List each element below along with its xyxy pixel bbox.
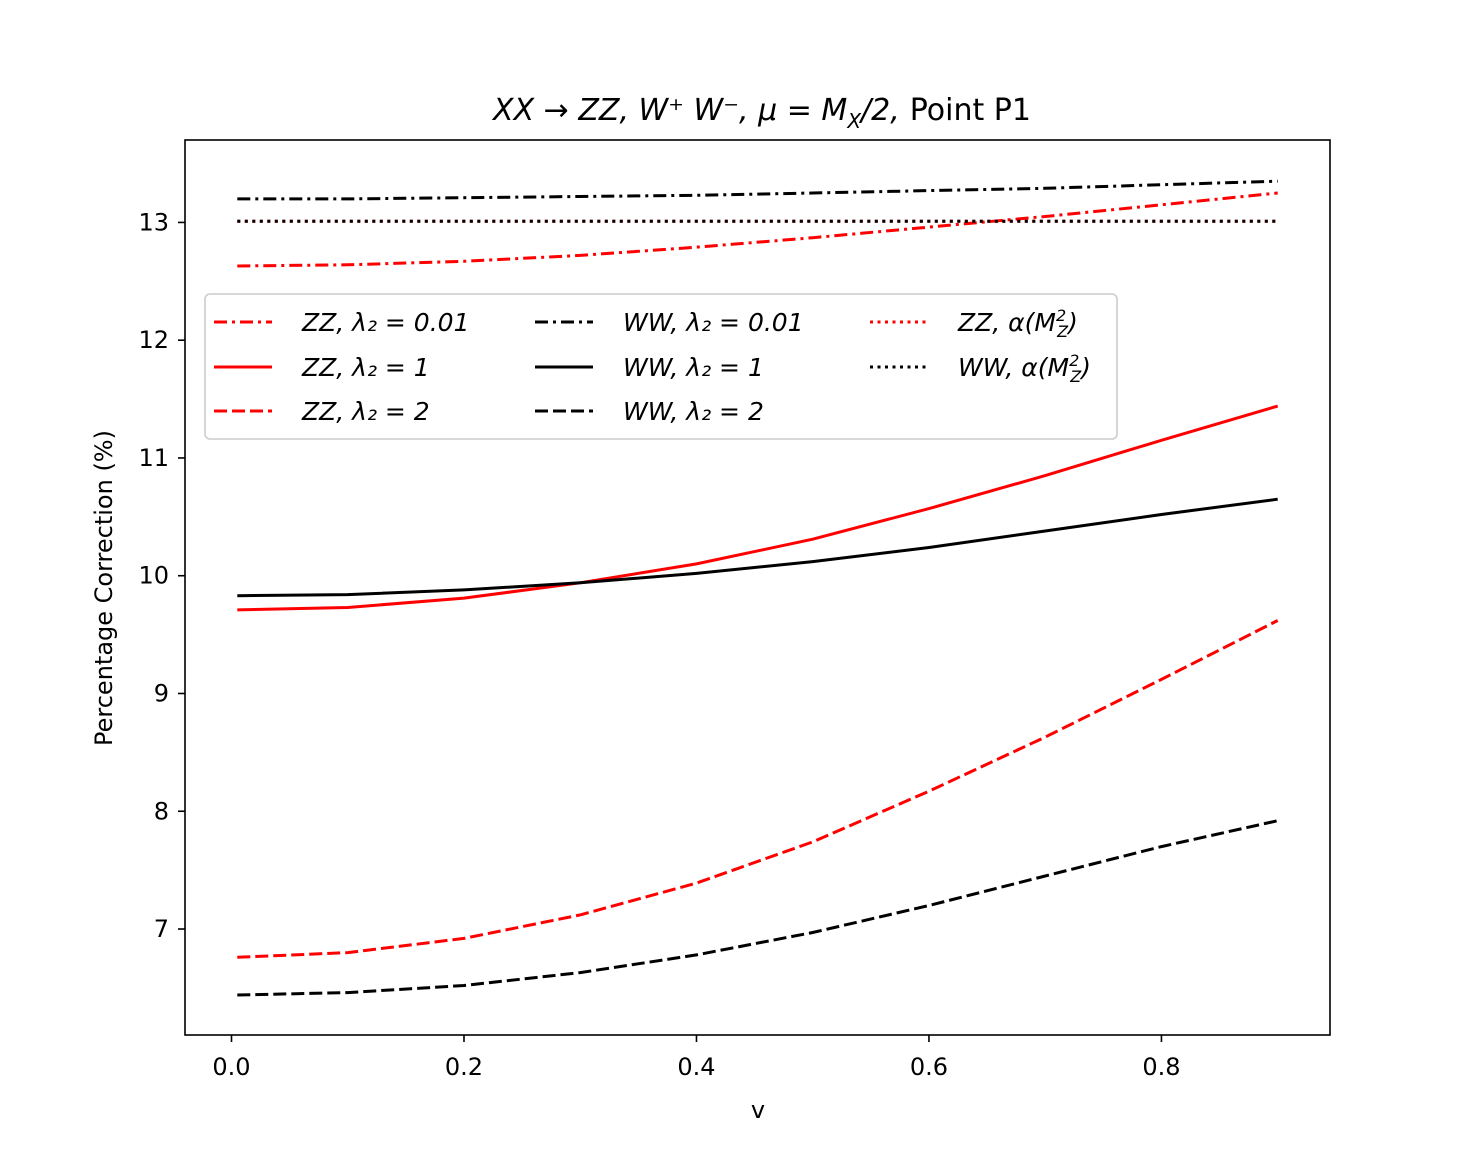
series-line-ww-l1 bbox=[237, 497, 1278, 598]
y-tick-label: 12 bbox=[138, 326, 169, 354]
series-line-zz-l001 bbox=[237, 191, 1278, 268]
series-group bbox=[237, 179, 1279, 997]
series-line-ww-l001 bbox=[237, 179, 1278, 201]
y-tick-label: 11 bbox=[138, 444, 169, 472]
legend-label-ww-l2: WW, λ₂ = 2 bbox=[623, 397, 764, 426]
x-tick-label: 0.4 bbox=[677, 1053, 715, 1081]
x-tick-label: 0.8 bbox=[1142, 1053, 1180, 1081]
legend-label-ww-l001: WW, λ₂ = 0.01 bbox=[623, 308, 804, 337]
legend: ZZ, λ₂ = 0.01 WW, λ₂ = 0.01 ZZ, α(M2 Z) ZZ, … bbox=[204, 293, 1118, 440]
legend-label-zz-l2: ZZ, λ₂ = 2 bbox=[301, 397, 430, 426]
series-line-ww-l2 bbox=[237, 819, 1279, 997]
series-line-zz-l2 bbox=[237, 619, 1279, 959]
y-tick-label: 10 bbox=[138, 562, 169, 590]
x-tick-label: 0.0 bbox=[212, 1053, 250, 1081]
legend-label-zz-alpha: ZZ, α(M2 Z) bbox=[957, 306, 1078, 341]
y-tick-label: 9 bbox=[154, 679, 169, 707]
x-axis-label: v bbox=[751, 1096, 765, 1124]
legend-label-ww-alpha: WW, α(M2 Z) bbox=[958, 351, 1091, 386]
tick-group: 0.0 0.2 0.4 0.6 0.8 7 8 9 10 11 12 13 bbox=[138, 208, 1180, 1081]
y-axis-label: Percentage Correction (%) bbox=[90, 430, 118, 746]
chart-title-formula: XX → ZZ, W⁺ W⁻, μ = M bbox=[491, 93, 847, 128]
legend-label-ww-l1: WW, λ₂ = 1 bbox=[623, 353, 764, 382]
series-line-zz-l1 bbox=[237, 404, 1279, 612]
plot-area bbox=[184, 139, 1331, 1036]
legend-label-zz-l1: ZZ, λ₂ = 1 bbox=[301, 353, 430, 382]
y-tick-label: 13 bbox=[138, 208, 169, 236]
y-tick-label: 7 bbox=[154, 915, 169, 943]
chart-title-after: /2, bbox=[858, 93, 900, 128]
chart-title: XX → ZZ, W⁺ W⁻, μ = MX/2, Point P1 bbox=[491, 93, 1031, 133]
chart-title-plain: Point P1 bbox=[910, 93, 1031, 128]
x-tick-label: 0.2 bbox=[445, 1053, 483, 1081]
y-tick-label: 8 bbox=[154, 797, 169, 825]
x-tick-label: 0.6 bbox=[910, 1053, 948, 1081]
legend-box bbox=[204, 293, 1118, 440]
chart-title-subscript: X bbox=[846, 109, 862, 133]
legend-label-zz-l001: ZZ, λ₂ = 0.01 bbox=[301, 308, 469, 337]
